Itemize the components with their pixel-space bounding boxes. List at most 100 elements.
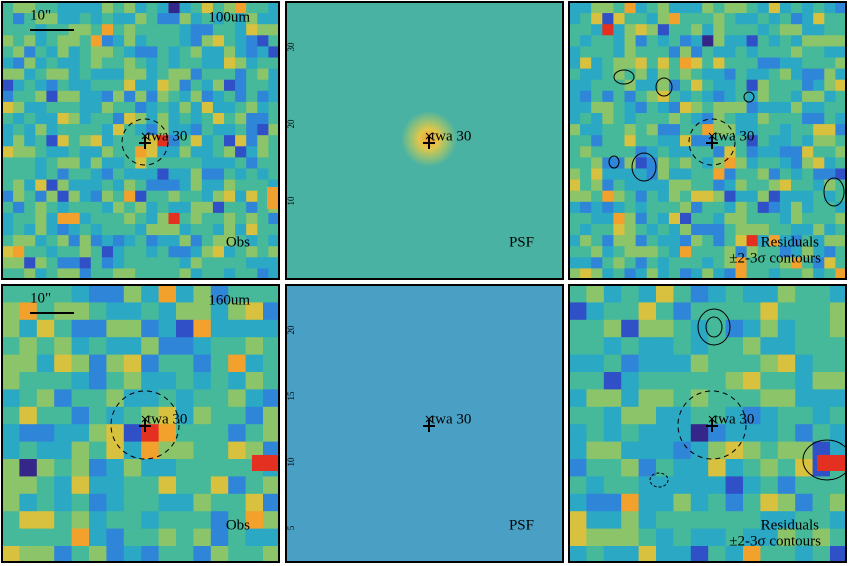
pixel (46, 201, 58, 214)
pixel (210, 493, 229, 512)
pixel (2, 46, 14, 58)
pixel (141, 319, 160, 338)
pixel (146, 2, 158, 14)
pixel (268, 24, 279, 36)
pixel (89, 337, 107, 356)
pixel (123, 389, 142, 408)
pixel (235, 135, 247, 147)
pixel (580, 135, 592, 147)
pixel (79, 57, 92, 70)
pixel (791, 157, 803, 169)
pixel (123, 424, 142, 443)
pixel (46, 224, 58, 236)
pixel (586, 354, 605, 373)
pixel (201, 2, 214, 14)
pixel (635, 124, 648, 136)
pixel (224, 57, 236, 70)
pixel (263, 546, 279, 562)
pixel (757, 90, 770, 103)
pixel (824, 68, 836, 81)
pixel (176, 441, 194, 460)
pixel (201, 124, 214, 136)
pixel (57, 179, 70, 192)
pixel (646, 101, 659, 114)
pixel (146, 46, 158, 58)
pixel (713, 212, 725, 225)
pixel (257, 79, 269, 92)
pixel (36, 302, 55, 321)
pixel (176, 285, 194, 303)
pixel (190, 2, 203, 14)
pixel (79, 68, 92, 81)
pixel (57, 46, 70, 58)
pixel (246, 168, 258, 181)
pixel (668, 113, 681, 125)
pixel (613, 124, 625, 136)
pixel (779, 246, 792, 258)
pixel (79, 212, 92, 225)
pixel (257, 113, 269, 125)
pixel (602, 124, 614, 136)
pixel (158, 319, 177, 338)
pixel (724, 157, 736, 169)
pixel (210, 476, 229, 495)
pixel (713, 35, 725, 47)
pixel (57, 68, 70, 81)
pixel (613, 113, 625, 125)
pixel (190, 179, 203, 192)
pixel (2, 68, 14, 81)
pixel (168, 90, 181, 103)
pixel (201, 224, 214, 236)
pixel (193, 459, 212, 477)
pixel (123, 546, 142, 562)
pixel (245, 389, 264, 408)
pixel (768, 146, 781, 158)
pixel (2, 441, 20, 460)
pixel (668, 168, 681, 181)
pixel (621, 476, 640, 495)
pixel (591, 101, 603, 114)
pixel (795, 389, 814, 408)
pixel (201, 257, 214, 269)
pixel (210, 459, 229, 477)
pixel (141, 285, 160, 303)
pixel (603, 302, 622, 321)
pixel (813, 79, 825, 92)
pixel (586, 372, 605, 390)
pixel (657, 257, 670, 269)
pixel (2, 124, 14, 136)
pixel (624, 157, 637, 169)
pixel (708, 337, 727, 356)
pixel (79, 179, 92, 192)
pixel (602, 190, 614, 203)
pixel (735, 13, 748, 25)
pixel (2, 476, 20, 495)
pixel (768, 79, 781, 92)
pixel (591, 68, 603, 81)
pixel (179, 201, 192, 214)
pixel (691, 224, 703, 236)
pixel (113, 79, 125, 92)
band-label: 160um (208, 292, 250, 308)
pixel (123, 511, 142, 530)
pixel (245, 406, 264, 425)
pixel (257, 35, 269, 47)
pixel (602, 212, 614, 225)
pixel (691, 2, 703, 14)
pixel (569, 24, 581, 36)
pixel (569, 424, 587, 443)
pixel (210, 337, 229, 356)
pixel (757, 101, 770, 114)
pixel (35, 212, 47, 225)
pixel (702, 179, 714, 192)
pixel (19, 389, 38, 408)
pixel (591, 2, 603, 14)
pixel (656, 406, 674, 425)
pixel (708, 302, 727, 321)
pixel (2, 35, 14, 47)
pixel (113, 113, 125, 125)
pixel (146, 35, 158, 47)
pixel (179, 224, 192, 236)
aperture (121, 118, 169, 166)
pixel (668, 101, 681, 114)
